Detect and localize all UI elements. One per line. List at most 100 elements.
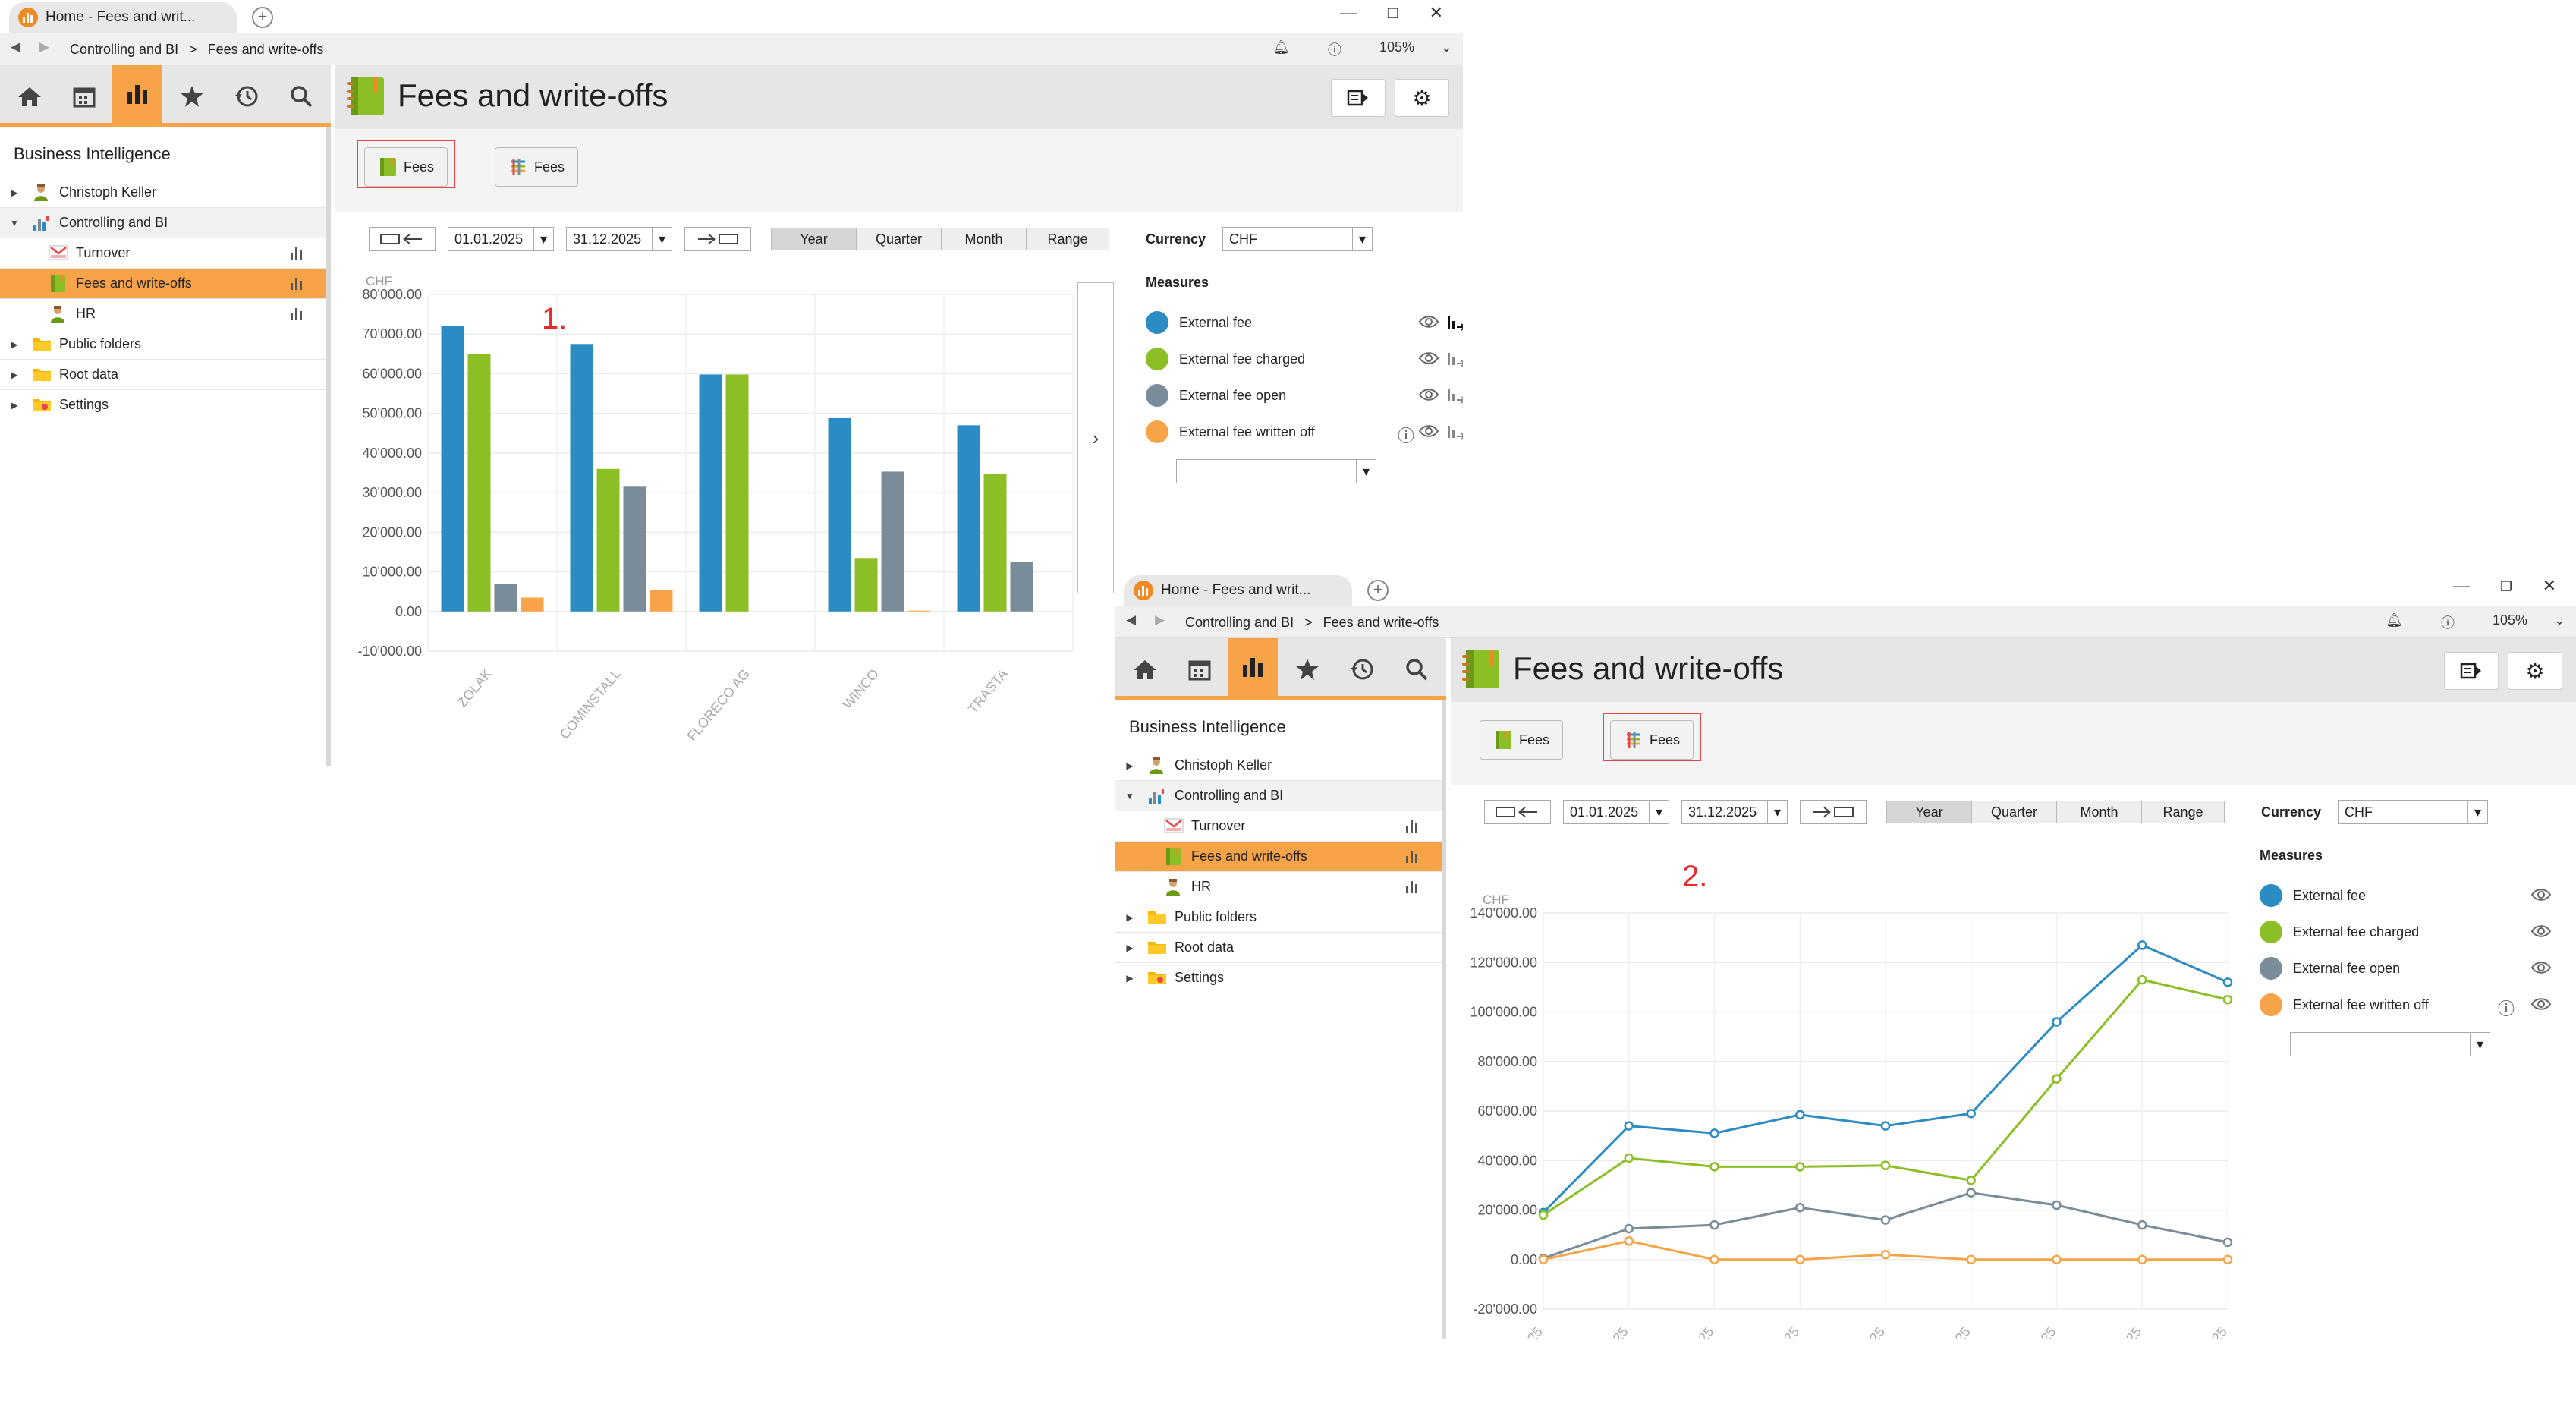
bell-icon[interactable]: 🔔︎ <box>1272 39 1290 55</box>
data-point[interactable] <box>1966 1109 1976 1119</box>
date-to-field[interactable]: 31.12.2025 ▾ <box>1681 800 1788 824</box>
fees-bar-view-button[interactable]: Fees <box>364 147 448 187</box>
data-point[interactable] <box>1624 1236 1634 1246</box>
fees-line-view-button[interactable]: Fees <box>1610 720 1694 760</box>
history-icon[interactable] <box>222 70 272 123</box>
sidebar-item[interactable]: ▶ Christoph Keller <box>0 178 326 208</box>
collapsed-arrow-icon[interactable]: ▶ <box>1126 942 1134 953</box>
data-point[interactable] <box>1624 1153 1634 1163</box>
forward-arrow-icon[interactable]: ▶ <box>1155 612 1165 627</box>
sidebar-item[interactable]: ▶ Root data <box>0 360 326 390</box>
sidebar-item[interactable]: ▶ Root data <box>1115 933 1442 963</box>
bar[interactable] <box>596 468 620 612</box>
period-quarter[interactable]: Quarter <box>857 228 942 250</box>
chevron-down-icon[interactable]: ▾ <box>533 228 553 250</box>
data-point[interactable] <box>2137 1220 2147 1230</box>
data-point[interactable] <box>1538 1210 1549 1220</box>
data-point[interactable] <box>1795 1202 1805 1213</box>
star-icon[interactable] <box>167 70 217 123</box>
add-measure-select[interactable]: ▾ <box>1176 459 1376 483</box>
sidebar-item[interactable]: ▼ Controlling and BI <box>1115 781 1442 811</box>
export-button[interactable] <box>2444 652 2499 690</box>
measure-item[interactable]: External fee charged <box>1146 341 1463 377</box>
chevron-down-icon[interactable]: ⌄ <box>2553 612 2565 628</box>
info-box-icon[interactable]: ⓘ <box>2441 615 2455 631</box>
collapsed-arrow-icon[interactable]: ▶ <box>11 187 18 198</box>
chevron-down-icon[interactable]: ▾ <box>2470 1033 2490 1056</box>
bar[interactable] <box>521 597 544 612</box>
search-icon[interactable] <box>1392 643 1442 696</box>
data-point[interactable] <box>1880 1160 1891 1171</box>
data-point[interactable] <box>2137 974 2147 985</box>
data-point[interactable] <box>2052 1074 2062 1084</box>
sidebar-item[interactable]: Turnover <box>1115 811 1442 842</box>
bar[interactable] <box>467 354 491 612</box>
data-point[interactable] <box>1966 1254 1976 1264</box>
chevron-down-icon[interactable]: ▾ <box>1352 228 1372 250</box>
fees-line-view-button[interactable]: Fees <box>495 147 578 187</box>
period-year[interactable]: Year <box>1887 801 1972 823</box>
sidebar-item[interactable]: ▶ Public folders <box>0 329 326 360</box>
browser-tab[interactable]: Home - Fees and writ... <box>1124 575 1352 606</box>
fees-bar-view-button[interactable]: Fees <box>1480 720 1563 760</box>
bar[interactable] <box>828 417 851 612</box>
collapsed-arrow-icon[interactable]: ▶ <box>11 399 18 411</box>
chevron-down-icon[interactable]: ⌄ <box>1440 39 1452 55</box>
date-to-field[interactable]: 31.12.2025 ▾ <box>566 227 672 251</box>
back-arrow-icon[interactable]: ◀ <box>11 39 21 54</box>
bi-chart-icon[interactable] <box>112 65 162 123</box>
chevron-down-icon[interactable]: ▾ <box>652 228 672 250</box>
period-range[interactable]: Range <box>2162 804 2203 820</box>
bar[interactable] <box>907 610 931 612</box>
data-point[interactable] <box>1966 1176 1976 1185</box>
data-point[interactable] <box>1624 1121 1634 1131</box>
collapsed-arrow-icon[interactable]: ▶ <box>1126 972 1134 984</box>
new-tab-icon[interactable]: + <box>252 7 273 28</box>
back-arrow-icon[interactable]: ◀ <box>1126 612 1137 627</box>
eye-icon[interactable] <box>1418 388 1439 405</box>
breadcrumb-item[interactable]: Controlling and BI <box>1185 615 1294 630</box>
series-chart-icon[interactable] <box>1446 423 1463 445</box>
data-point[interactable] <box>1538 1254 1549 1264</box>
bell-icon[interactable]: 🔔︎ <box>2386 612 2403 628</box>
sidebar-item[interactable]: ▶ Settings <box>0 390 326 420</box>
data-point[interactable] <box>1795 1110 1805 1120</box>
collapsed-arrow-icon[interactable]: ▶ <box>1126 760 1134 771</box>
sidebar-item[interactable]: ▶ Christoph Keller <box>1115 751 1442 781</box>
data-point[interactable] <box>1966 1188 1976 1198</box>
data-point[interactable] <box>1624 1223 1634 1234</box>
restore-icon[interactable]: ❐ <box>2499 579 2512 594</box>
eye-icon[interactable] <box>1418 351 1439 369</box>
currency-select[interactable]: CHF ▾ <box>1222 227 1373 251</box>
settings-button[interactable]: ⚙ <box>2508 652 2562 690</box>
collapsed-arrow-icon[interactable]: ▶ <box>1126 911 1134 923</box>
eye-icon[interactable] <box>2530 997 2552 1015</box>
forward-arrow-icon[interactable]: ▶ <box>39 39 50 54</box>
sidebar-item[interactable]: ▶ Public folders <box>1115 902 1442 933</box>
period-range[interactable]: Range <box>1047 231 1088 247</box>
data-point[interactable] <box>1880 1121 1891 1131</box>
breadcrumb-item[interactable]: Controlling and BI <box>70 42 179 57</box>
date-from-field[interactable]: 01.01.2025 ▾ <box>1563 800 1669 824</box>
export-button[interactable] <box>1331 79 1386 117</box>
eye-icon[interactable] <box>1418 424 1439 442</box>
bi-chart-icon[interactable] <box>1228 638 1278 696</box>
home-icon[interactable] <box>5 70 55 123</box>
bar[interactable] <box>983 474 1007 612</box>
measure-item[interactable]: External fee written off ⓘ <box>1146 414 1463 450</box>
data-point[interactable] <box>2222 1254 2233 1264</box>
currency-select[interactable]: CHF ▾ <box>2338 800 2489 824</box>
eye-icon[interactable] <box>2530 888 2552 905</box>
data-point[interactable] <box>1880 1215 1891 1225</box>
sidebar-item[interactable]: Fees and write-offs <box>0 269 326 299</box>
chevron-down-icon[interactable]: ▾ <box>1356 460 1376 483</box>
sidebar-item[interactable]: HR <box>1115 872 1442 902</box>
period-month[interactable]: Month <box>2057 801 2142 823</box>
sidebar-item[interactable]: HR <box>0 299 326 329</box>
settings-button[interactable]: ⚙ <box>1395 79 1449 117</box>
data-point[interactable] <box>2222 977 2233 987</box>
breadcrumb-item[interactable]: Fees and write-offs <box>1323 615 1439 630</box>
collapsed-arrow-icon[interactable]: ▶ <box>11 369 18 380</box>
next-period-button[interactable] <box>684 227 751 251</box>
bar[interactable] <box>623 486 646 612</box>
